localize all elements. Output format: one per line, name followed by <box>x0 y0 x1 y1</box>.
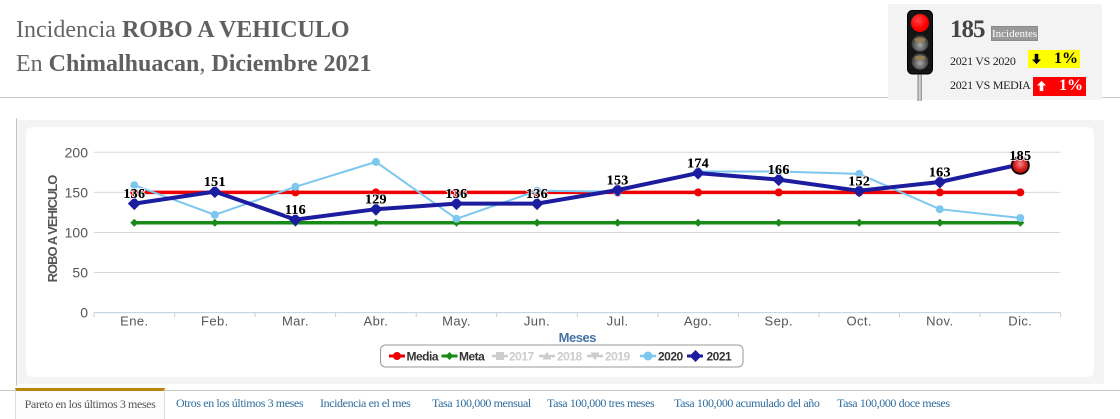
svg-text:Oct.: Oct. <box>846 314 871 329</box>
svg-text:136: 136 <box>526 187 548 202</box>
svg-text:166: 166 <box>768 163 790 178</box>
svg-text:185: 185 <box>1009 149 1031 164</box>
svg-text:129: 129 <box>365 193 387 208</box>
svg-text:136: 136 <box>446 187 468 202</box>
svg-text:2020: 2020 <box>658 350 684 364</box>
svg-text:129: 129 <box>365 193 387 208</box>
svg-text:152: 152 <box>848 174 870 189</box>
svg-text:Nov.: Nov. <box>926 314 953 329</box>
svg-text:0: 0 <box>80 305 88 321</box>
svg-text:2018: 2018 <box>557 350 583 364</box>
svg-text:Abr.: Abr. <box>364 314 389 329</box>
svg-text:Meses: Meses <box>559 330 597 345</box>
svg-text:136: 136 <box>123 187 145 202</box>
svg-text:ROBO A VEHICULO: ROBO A VEHICULO <box>45 175 60 283</box>
svg-text:136: 136 <box>526 187 548 202</box>
svg-text:May.: May. <box>442 314 471 329</box>
svg-text:152: 152 <box>848 174 870 189</box>
svg-text:116: 116 <box>285 203 306 218</box>
svg-text:Media: Media <box>407 350 439 364</box>
svg-text:150: 150 <box>65 184 89 200</box>
svg-text:116: 116 <box>285 203 306 218</box>
svg-text:153: 153 <box>607 174 629 189</box>
svg-text:200: 200 <box>65 144 89 160</box>
svg-text:136: 136 <box>446 187 468 202</box>
svg-text:Jul.: Jul. <box>607 314 629 329</box>
svg-text:Dic.: Dic. <box>1008 314 1032 329</box>
svg-text:2021: 2021 <box>707 350 733 364</box>
svg-text:166: 166 <box>768 163 790 178</box>
svg-text:174: 174 <box>687 157 709 172</box>
svg-text:Ene.: Ene. <box>120 314 148 329</box>
svg-text:Ago.: Ago. <box>684 314 712 329</box>
svg-text:Jun.: Jun. <box>524 314 550 329</box>
svg-text:50: 50 <box>72 265 88 281</box>
svg-text:136: 136 <box>123 187 145 202</box>
svg-text:163: 163 <box>929 166 951 181</box>
svg-text:163: 163 <box>929 166 951 181</box>
svg-text:151: 151 <box>204 175 226 190</box>
svg-text:100: 100 <box>65 225 89 241</box>
svg-text:Feb.: Feb. <box>201 314 229 329</box>
svg-text:Mar.: Mar. <box>282 314 309 329</box>
svg-text:2019: 2019 <box>605 350 631 364</box>
svg-text:185: 185 <box>1009 149 1031 164</box>
svg-text:174: 174 <box>687 157 709 172</box>
svg-text:2017: 2017 <box>509 350 535 364</box>
svg-text:Sep.: Sep. <box>765 314 793 329</box>
svg-text:151: 151 <box>204 175 226 190</box>
svg-text:153: 153 <box>607 174 629 189</box>
svg-text:Meta: Meta <box>459 350 485 364</box>
